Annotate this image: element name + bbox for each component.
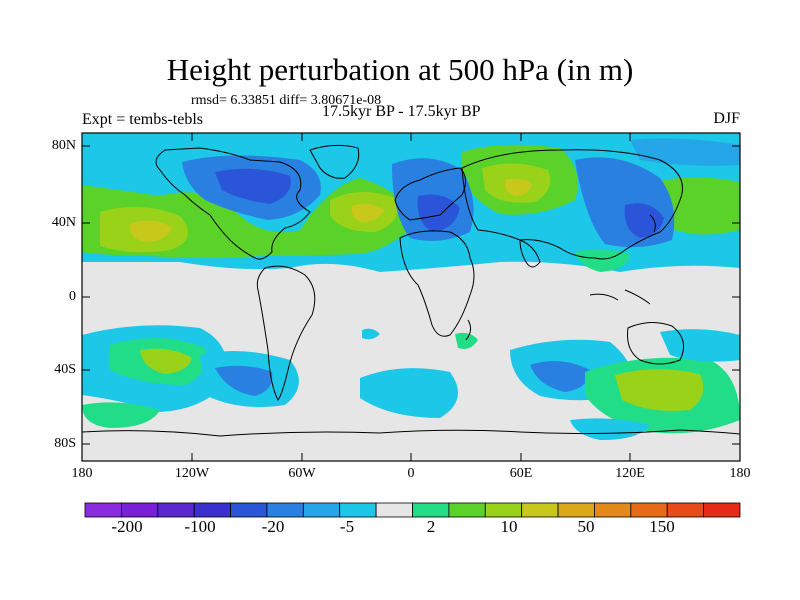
nh-deep-blue-northamerica [215,168,291,204]
nh-yellow-atlantic [351,203,384,222]
sh-green-atlantic-south [455,332,478,349]
colorbar-swatch [157,502,195,518]
coast-madagascar [465,319,472,341]
colorbar-label: 2 [426,517,436,536]
nh-deep-blue-europe [417,194,460,232]
nh-yellow-asia [504,178,532,196]
colorbar-swatch [302,502,341,518]
colorbar-swatch [703,502,741,518]
colorbar-label: -20 [261,517,285,536]
map-field [82,133,740,461]
nh-yellow-west [129,220,172,242]
lat-label-40n: 40N [51,215,76,230]
sh-yellow-green-australia-south [615,369,704,411]
coast-japan [649,214,656,233]
lon-label-180w: 180 [71,466,93,481]
colorbar-label: 50 [577,517,595,536]
coast-maritime [589,289,651,305]
coast-antarctica [82,429,740,437]
sh-blue-indian [530,361,590,392]
colorbar-swatch [666,502,705,518]
coast-greenland [309,144,360,179]
sh-light-blue-atlantic [360,368,458,418]
nh-green-siberia [575,249,630,272]
colorbar-swatch [521,502,559,518]
lat-label-0: 0 [69,289,76,304]
colorbar-swatch [193,502,231,518]
sh-light-blue-small-pacific [362,328,380,340]
colorbar-label: -100 [184,517,216,536]
colorbar-swatch [484,502,523,518]
lon-label-180e: 180 [729,466,751,481]
axis-ticks [82,133,740,461]
colorbar-swatch [630,502,668,518]
map-title: Height perturbation at 500 hPa (in m) [166,52,634,87]
coast-asia [461,149,683,260]
colorbar-swatch [230,502,268,518]
sh-light-blue-pacific [660,329,740,362]
colorbar-swatch [339,502,377,518]
colorbar-swatch [412,502,450,518]
colorbar-label: 150 [649,517,675,536]
lat-label-80n: 80N [51,138,76,153]
coast-india [519,239,541,268]
sh-green-southpacific-west [82,402,160,428]
coast-europe [394,167,466,221]
coast-australia [627,322,685,365]
coastlines [82,144,740,437]
lon-label-120e: 120E [615,466,645,481]
lon-label-120w: 120W [174,466,210,481]
lat-label-80s: 80S [54,436,76,451]
sh-blue-southamerica [215,365,273,396]
colorbar-swatch [84,502,122,518]
lat-label-40s: 40S [54,362,76,377]
experiment-label: Expt = tembs-tebls [82,111,204,128]
coast-africa [399,230,475,337]
lon-label-60w: 60W [288,466,316,481]
coast-south-america [256,265,316,401]
colorbar-swatch [448,502,486,518]
season-label: DJF [713,110,740,127]
colorbar-swatch [594,502,632,518]
colorbar-label: -5 [339,517,355,536]
colorbar-swatch [120,502,159,518]
sh-yellow-green-eastpacific [140,348,192,374]
colorbar-swatch [266,502,304,518]
colorbar-label: 10 [500,517,518,536]
period-label: 17.5kyr BP - 17.5kyr BP [322,103,481,120]
colorbar-swatch [375,502,413,518]
colorbar-swatch [557,502,595,518]
coast-north-america [155,147,311,260]
stats-label: rmsd= 6.33851 diff= 3.80671e-08 [191,93,382,108]
colorbar-label: -200 [111,517,143,536]
sh-light-blue-south-indian [570,418,650,440]
lon-label-60e: 60E [509,466,533,481]
lon-label-0: 0 [407,466,415,481]
nh-deep-blue-asia [624,203,664,238]
colorbar [84,502,741,518]
